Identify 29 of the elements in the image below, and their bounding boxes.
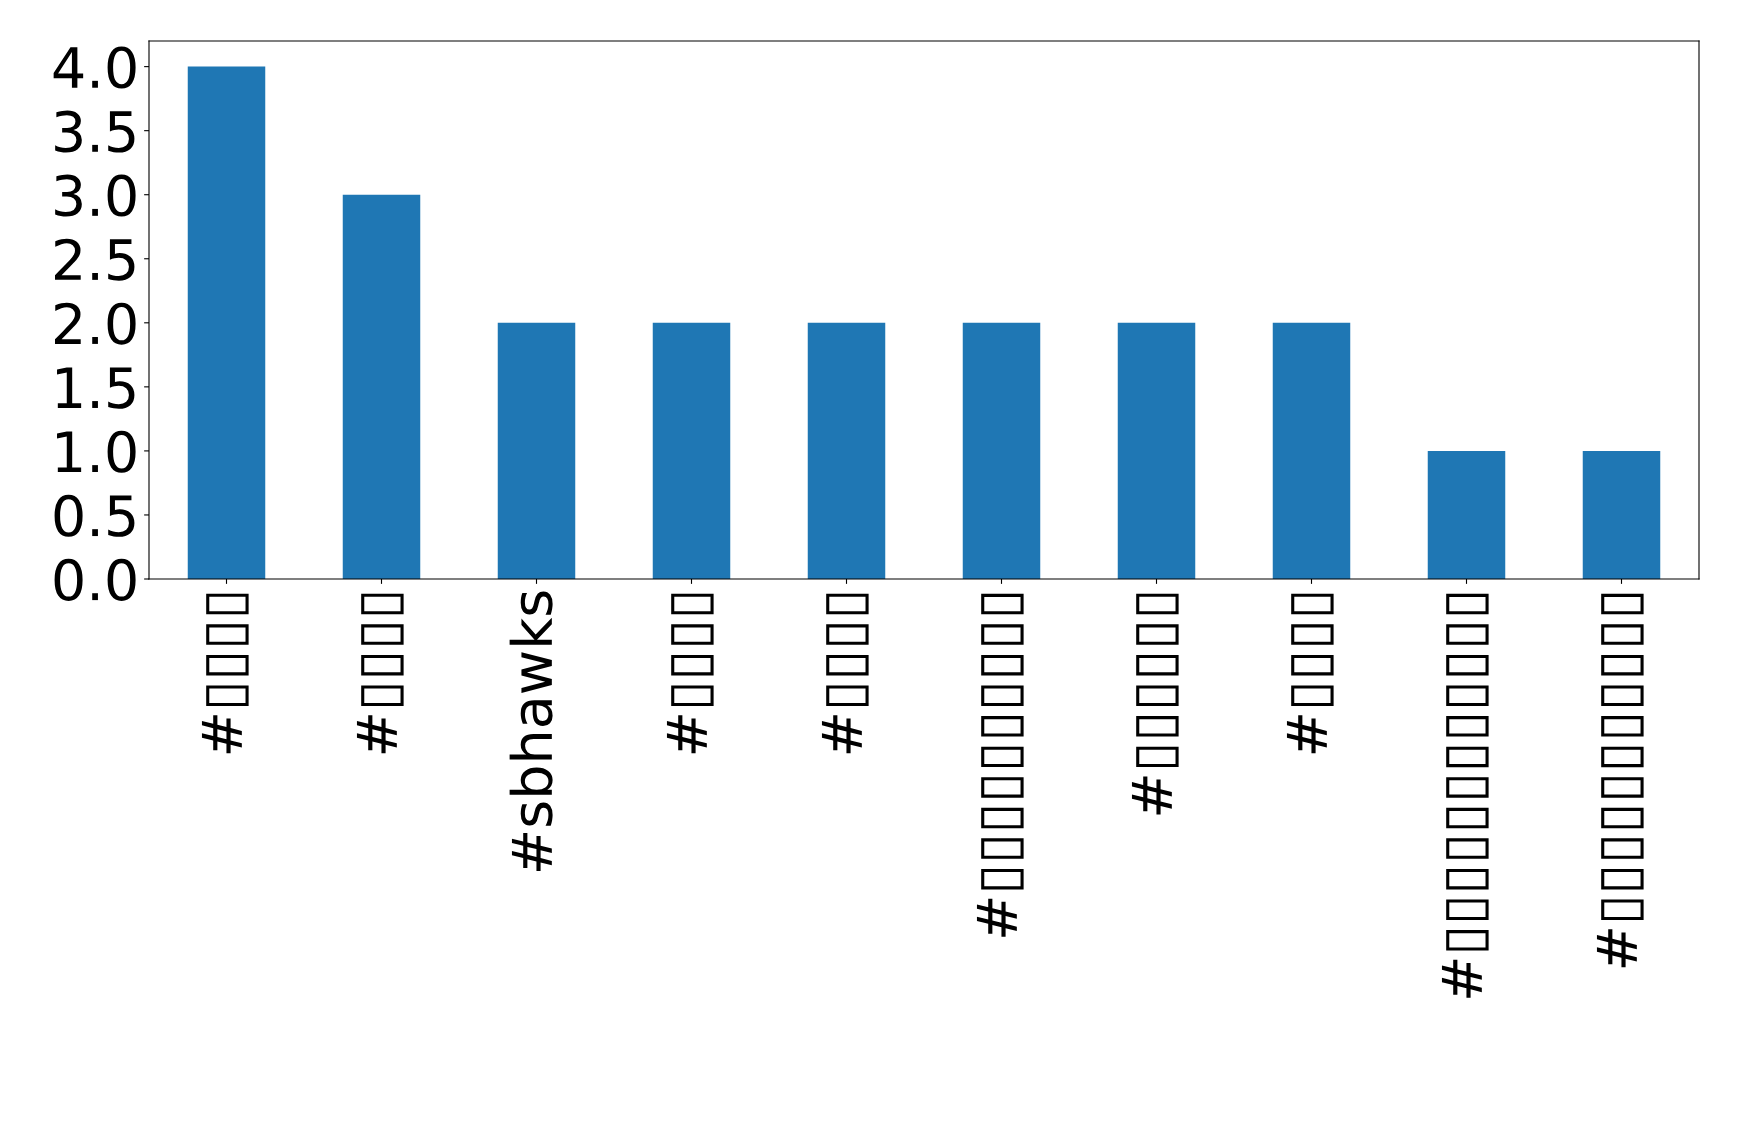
- x-tick-label: #▯▯▯▯▯▯▯▯▯▯▯▯: [1441, 593, 1489, 998]
- x-tick-label: #▯▯▯▯: [666, 593, 714, 754]
- bar: [1272, 322, 1351, 579]
- x-tick-label: #▯▯▯▯: [356, 593, 404, 754]
- x-tick-label: #sbhawks: [509, 591, 553, 871]
- bar: [962, 322, 1041, 579]
- bar: [652, 322, 731, 579]
- bar: [1582, 450, 1661, 579]
- bar: [342, 194, 421, 579]
- x-tick-label: #▯▯▯▯: [1286, 593, 1334, 754]
- x-tick-label: #▯▯▯▯▯▯: [1131, 593, 1179, 815]
- x-tick-label: #▯▯▯▯: [201, 593, 249, 754]
- bar: [1427, 450, 1506, 579]
- x-tick-label: #▯▯▯▯▯▯▯▯▯▯: [976, 593, 1024, 937]
- y-tick-label: 0.5: [54, 494, 135, 537]
- y-tick-label: 4.0: [53, 46, 136, 89]
- y-tick-label: 2.0: [55, 302, 136, 345]
- bar: [187, 66, 266, 579]
- bar: [497, 322, 576, 579]
- bar: [1117, 322, 1196, 579]
- bar: [807, 322, 886, 579]
- y-tick-label: 3.0: [55, 174, 136, 217]
- y-tick-label: 1.5: [57, 367, 135, 409]
- y-tick-label: 3.5: [55, 110, 135, 153]
- y-tick-label: 1.0: [57, 430, 136, 473]
- x-tick-label: #▯▯▯▯▯▯▯▯▯▯▯: [1596, 593, 1644, 968]
- y-tick-label: 2.5: [55, 238, 135, 281]
- x-tick-label: #▯▯▯▯: [821, 593, 869, 754]
- y-tick-label: 0.0: [54, 558, 136, 601]
